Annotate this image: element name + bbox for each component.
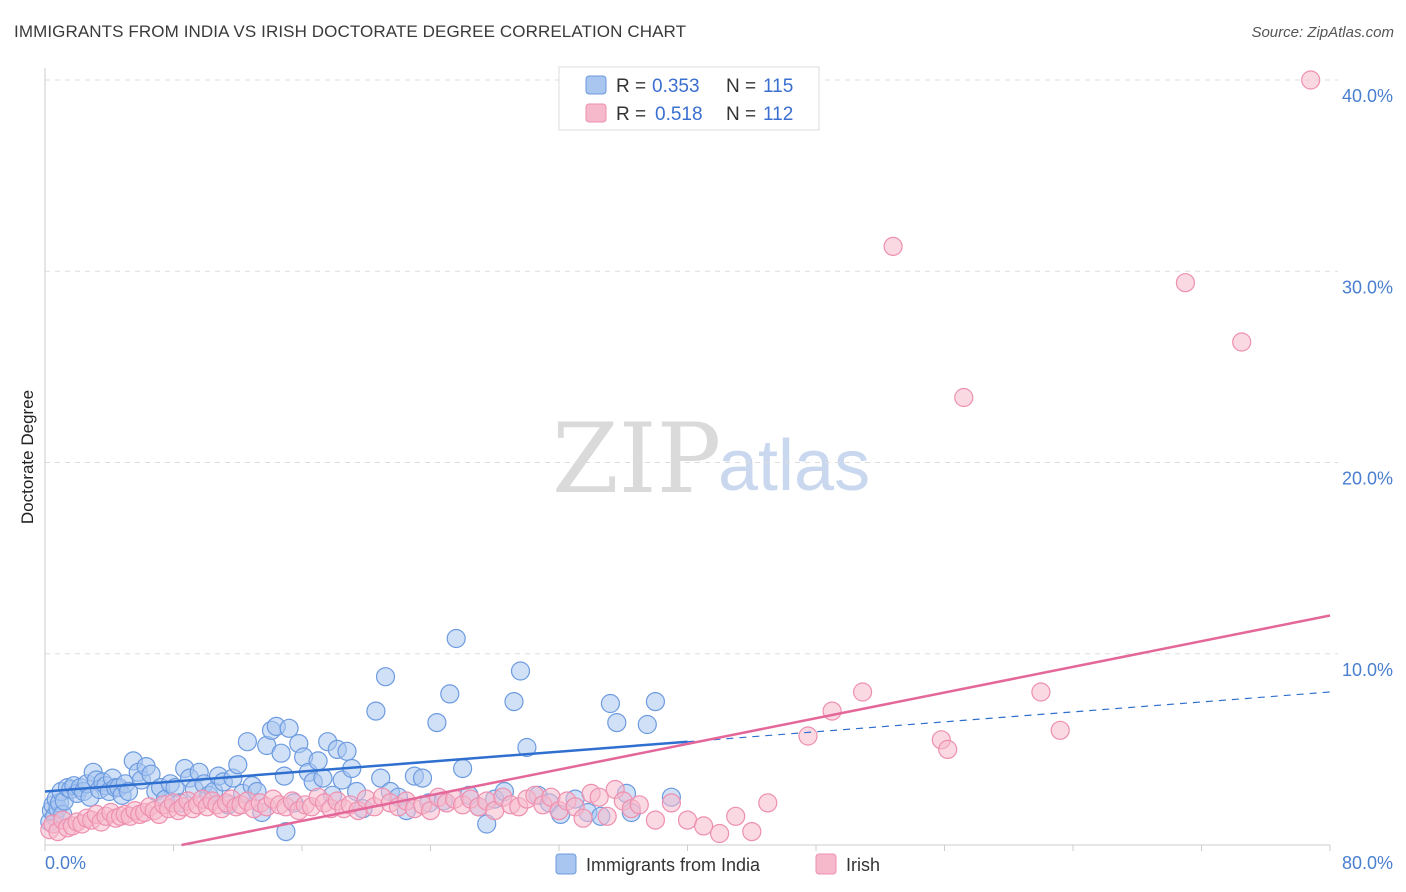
legend-india-n-label: N =	[726, 76, 756, 97]
irish-point-94	[645, 810, 666, 830]
irish-point-110	[1050, 720, 1070, 740]
y-axis-label: Doctorate Degree	[18, 390, 37, 524]
legend-irish-r-value: 0.518	[655, 104, 703, 125]
irish-trend-line	[181, 614, 1331, 847]
india-point-63	[279, 718, 299, 738]
india-point-108	[607, 712, 627, 733]
india-point-86	[412, 768, 433, 788]
india-point-62	[274, 766, 294, 786]
india-point-99	[510, 661, 531, 681]
india-point-54	[237, 732, 257, 752]
legend-irish-n-value: 112	[763, 104, 793, 125]
india-point-52	[228, 755, 248, 775]
y-tick-label-3: 40.0%	[1342, 86, 1393, 106]
legend-india-r-value: 0.353	[652, 76, 700, 97]
india-point-69	[308, 751, 328, 771]
gridlines	[45, 79, 1338, 655]
india-point-114	[276, 821, 296, 842]
bottom-legend-swatch-india	[555, 853, 577, 875]
irish-point-93	[629, 795, 649, 815]
india-point-88	[427, 712, 447, 733]
irish-point-99	[726, 806, 746, 826]
y-tick-label-2: 30.0%	[1342, 277, 1393, 297]
y-tick-label-1: 20.0%	[1342, 469, 1393, 489]
india-point-80	[371, 768, 391, 788]
india-point-100	[517, 737, 537, 758]
bottom-legend-india: Immigrants from India	[586, 855, 761, 875]
bottom-legend-swatch-irish	[815, 853, 837, 875]
x-tick-label-0: 0.0%	[45, 853, 86, 873]
irish-point-88	[589, 787, 609, 807]
legend-swatch-india	[585, 75, 607, 95]
legend: R = 0.353 N = 115 R = 0.518 N = 112	[558, 66, 820, 131]
irish-point-104	[852, 682, 873, 702]
x-tick-label-1: 80.0%	[1342, 853, 1393, 873]
watermark-zip: ZIP	[552, 403, 721, 515]
series-irish-points	[40, 70, 1321, 844]
source-label: Source: ZipAtlas.com	[1251, 24, 1394, 41]
india-point-29	[118, 781, 139, 802]
india-point-90	[440, 684, 460, 704]
irish-point-98	[709, 823, 730, 844]
irish-point-95	[661, 793, 682, 813]
irish-point-108	[954, 387, 974, 408]
legend-india-r-label: R =	[616, 76, 646, 97]
tick-labels: 10.0% 20.0% 30.0% 40.0% 0.0% 80.0%	[45, 86, 1393, 873]
india-point-91	[446, 628, 466, 649]
india-trend-extension	[687, 691, 1331, 743]
chart-title: IMMIGRANTS FROM INDIA VS IRISH DOCTORATE…	[14, 22, 687, 41]
india-trend-line	[44, 740, 688, 793]
india-point-75	[337, 741, 357, 761]
trend-lines	[44, 614, 1331, 847]
irish-point-86	[573, 808, 593, 828]
irish-point-89	[597, 806, 617, 826]
irish-point-109	[1031, 682, 1051, 702]
irish-point-100	[742, 821, 762, 842]
y-tick-label-0: 10.0%	[1342, 660, 1393, 680]
bottom-legend-irish: Irish	[846, 855, 880, 875]
legend-swatch-irish	[585, 103, 607, 123]
legend-india-n-value: 115	[763, 76, 793, 97]
india-point-81	[375, 667, 396, 687]
irish-point-107	[938, 739, 958, 760]
irish-point-105	[883, 236, 903, 256]
india-point-79	[366, 701, 386, 721]
india-point-98	[504, 691, 524, 712]
india-point-61	[271, 743, 291, 763]
irish-point-96	[677, 810, 698, 830]
india-point-107	[600, 693, 621, 714]
irish-point-101	[758, 793, 778, 813]
india-point-112	[645, 691, 666, 712]
india-point-92	[453, 758, 473, 779]
legend-irish-r-label: R =	[616, 104, 646, 125]
india-point-111	[637, 714, 657, 735]
legend-irish-n-label: N =	[726, 104, 756, 125]
axes	[44, 68, 1331, 851]
irish-point-102	[798, 726, 818, 746]
irish-point-112	[1232, 332, 1252, 352]
watermark-atlas: atlas	[718, 426, 870, 506]
irish-point-97	[693, 816, 714, 836]
bottom-legend: Immigrants from India Irish	[555, 853, 880, 875]
india-point-70	[313, 768, 333, 788]
irish-point-113	[1301, 70, 1321, 90]
irish-point-111	[1175, 273, 1196, 293]
